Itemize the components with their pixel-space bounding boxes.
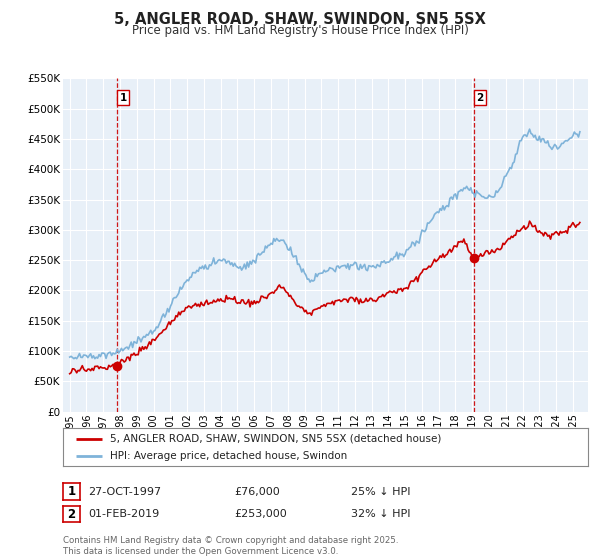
Text: 5, ANGLER ROAD, SHAW, SWINDON, SN5 5SX (detached house): 5, ANGLER ROAD, SHAW, SWINDON, SN5 5SX (… (110, 433, 442, 444)
Text: Price paid vs. HM Land Registry's House Price Index (HPI): Price paid vs. HM Land Registry's House … (131, 24, 469, 36)
Text: 5, ANGLER ROAD, SHAW, SWINDON, SN5 5SX: 5, ANGLER ROAD, SHAW, SWINDON, SN5 5SX (114, 12, 486, 27)
Text: 1: 1 (67, 485, 76, 498)
Text: 2: 2 (67, 507, 76, 521)
Text: HPI: Average price, detached house, Swindon: HPI: Average price, detached house, Swin… (110, 451, 347, 461)
Text: 27-OCT-1997: 27-OCT-1997 (88, 487, 161, 497)
Text: 32% ↓ HPI: 32% ↓ HPI (351, 509, 410, 519)
Text: 2: 2 (476, 93, 484, 103)
Text: 25% ↓ HPI: 25% ↓ HPI (351, 487, 410, 497)
Text: 01-FEB-2019: 01-FEB-2019 (88, 509, 160, 519)
Text: Contains HM Land Registry data © Crown copyright and database right 2025.
This d: Contains HM Land Registry data © Crown c… (63, 536, 398, 556)
Text: 1: 1 (119, 93, 127, 103)
Text: £76,000: £76,000 (234, 487, 280, 497)
Text: £253,000: £253,000 (234, 509, 287, 519)
